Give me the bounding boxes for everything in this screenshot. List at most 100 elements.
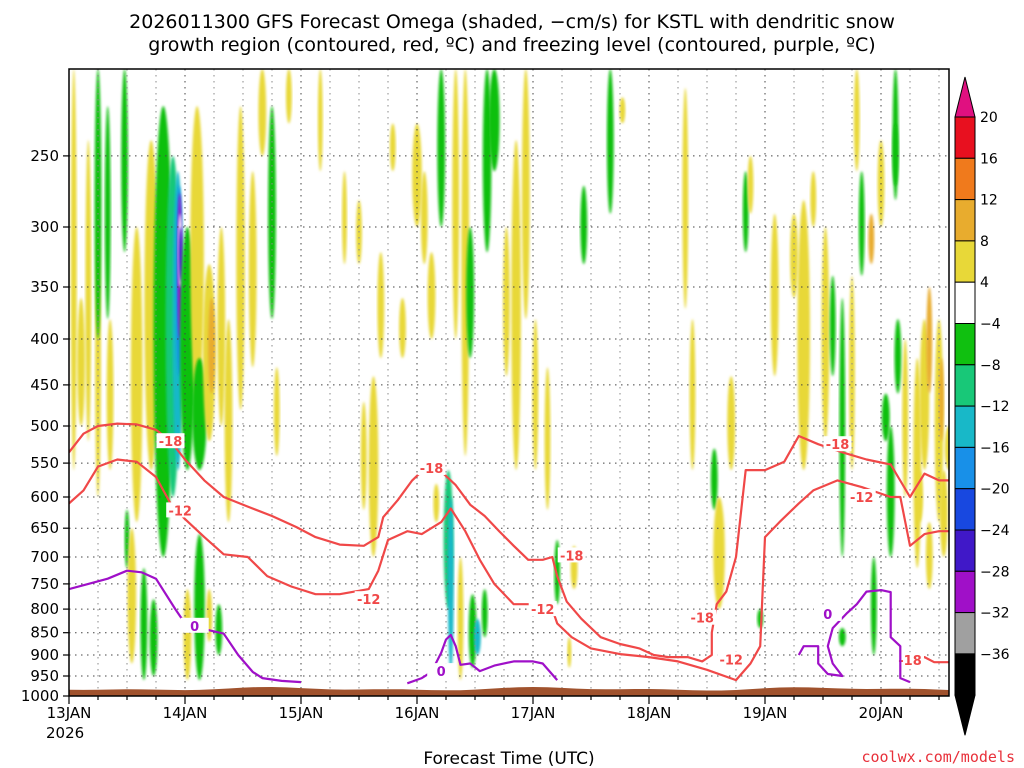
chart-title-line-1: 2026011300 GFS Forecast Omega (shaded, −… — [129, 11, 895, 33]
colorbar-tick-label: 16 — [980, 151, 998, 167]
omega-cell — [70, 69, 77, 471]
omega-cell — [236, 106, 245, 411]
y-tick-label: 700 — [30, 548, 59, 566]
omega-cell — [481, 589, 488, 638]
y-tick-label: 500 — [30, 417, 59, 435]
x-tick-label: 20JAN — [859, 704, 904, 722]
x-tick-label: 14JAN — [163, 704, 208, 722]
omega-cell — [248, 171, 257, 368]
y-tick-label: 550 — [30, 454, 59, 472]
omega-cell — [217, 227, 226, 426]
omega-cell — [713, 497, 725, 609]
omega-cell — [567, 637, 572, 668]
omega-cell — [606, 69, 614, 214]
omega-cell — [433, 483, 440, 523]
omega-cell — [194, 534, 205, 681]
contour-label: -18 — [826, 438, 850, 453]
plot-frame — [68, 68, 950, 697]
colorbar-swatch — [954, 323, 976, 366]
colorbar-swatch — [954, 281, 976, 325]
omega-cell — [474, 618, 481, 655]
y-tick-label: 450 — [30, 376, 59, 394]
omega-cell — [939, 470, 948, 558]
omega-cell — [412, 123, 422, 227]
colorbar-swatch — [954, 240, 976, 283]
omega-cell — [206, 589, 213, 642]
omega-cell — [178, 227, 183, 282]
omega-cell — [94, 69, 102, 339]
omega-cell — [104, 106, 111, 320]
omega-cell — [360, 401, 367, 510]
omega-cell — [215, 604, 223, 655]
omega-cell — [468, 594, 477, 668]
contour-label-bg — [156, 433, 185, 449]
contour-label: -12 — [850, 491, 874, 506]
omega-cell — [710, 448, 718, 510]
omega-cell — [868, 213, 875, 265]
contour-label: -18 — [690, 612, 714, 627]
contour-label-bg — [180, 617, 209, 633]
omega-cell — [682, 88, 689, 309]
omega-cell — [268, 106, 276, 320]
colorbar-swatch — [954, 157, 976, 201]
colorbar-tick-label: −16 — [980, 440, 1010, 456]
x-tick-label: 17JAN — [511, 704, 556, 722]
terrain-ground — [69, 687, 949, 696]
omega-cell — [810, 171, 817, 228]
omega-cell — [892, 123, 899, 186]
omega-cell — [580, 185, 588, 265]
omega-cell — [286, 69, 292, 124]
colorbar-tick-label: −4 — [980, 317, 1001, 333]
y-tick-label: 650 — [30, 519, 59, 537]
pressure-axis: 250 300 350 400 450 500 550 600 650 700 750 800 850 9… — [21, 147, 69, 705]
x-tick-label: 19JAN — [743, 704, 788, 722]
omega-cell — [130, 226, 143, 523]
omega-cell — [149, 599, 158, 676]
omega-cell — [77, 298, 85, 426]
y-tick-label: 400 — [30, 330, 59, 348]
omega-cell — [124, 509, 130, 568]
colorbar-swatch — [954, 116, 976, 159]
contour-lines: -18 -18 -18 -18 -18 -12 -12 -12 -12 -12 -18 0 0 0 — [69, 422, 949, 685]
omega-cell — [190, 106, 204, 402]
omega-cell — [838, 628, 846, 647]
omega-cell — [544, 367, 551, 510]
contour-label: 0 — [437, 665, 446, 680]
omega-cell — [208, 298, 216, 394]
contour-label-bg — [896, 652, 924, 668]
omega-cell — [461, 69, 470, 456]
omega-cell — [466, 227, 475, 358]
x-tick-label: 16JAN — [395, 704, 440, 722]
contour-label: -12 — [719, 653, 743, 668]
colorbar-tick-label: −32 — [980, 606, 1010, 622]
contour-label: 0 — [823, 608, 832, 623]
omega-cell — [106, 319, 114, 471]
omega-cell — [727, 376, 736, 471]
omega-cell — [747, 155, 754, 214]
omega-cell — [273, 367, 280, 456]
colorbar-tick-label: −12 — [980, 399, 1010, 415]
y-tick-label: 950 — [30, 667, 59, 685]
contour-label: -12 — [531, 603, 555, 618]
colorbar-swatch — [954, 199, 976, 242]
y-tick-label: 600 — [30, 488, 59, 506]
omega-cell — [849, 275, 855, 471]
dendritic-growth-contour — [69, 458, 949, 682]
colorbar-tick-label: −28 — [980, 564, 1010, 580]
time-axis: 13JAN 14JAN 15JAN 16JAN 17JAN 18JAN 19JAN 20JAN — [47, 696, 940, 722]
contour-label-bg — [166, 502, 195, 518]
contour-label: -18 — [159, 435, 183, 450]
omega-cell — [853, 69, 860, 172]
colorbar: 20 16 12 8 4 −4 −8 −12 −16 −20 −24 −28 −32 −36 — [954, 76, 1010, 736]
omega-cell — [377, 252, 385, 359]
chart-title-line-2: growth region (contoured, red, ºC) and f… — [148, 34, 875, 56]
omega-cell — [870, 557, 877, 655]
colorbar-swatch — [954, 653, 976, 696]
colorbar-tick-label: 8 — [980, 234, 989, 250]
omega-cell — [452, 69, 460, 339]
omega-cell — [121, 69, 128, 253]
omega-cell — [894, 319, 902, 394]
contour-label-bg — [427, 663, 456, 679]
colorbar-swatch — [954, 446, 976, 490]
